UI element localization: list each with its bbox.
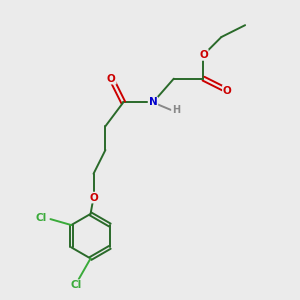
Text: O: O [199, 50, 208, 60]
Text: Cl: Cl [36, 213, 47, 223]
Text: Cl: Cl [70, 280, 81, 290]
Text: O: O [89, 193, 98, 202]
Text: H: H [172, 105, 180, 115]
Text: O: O [223, 85, 232, 96]
Text: N: N [148, 98, 157, 107]
Text: O: O [107, 74, 116, 84]
